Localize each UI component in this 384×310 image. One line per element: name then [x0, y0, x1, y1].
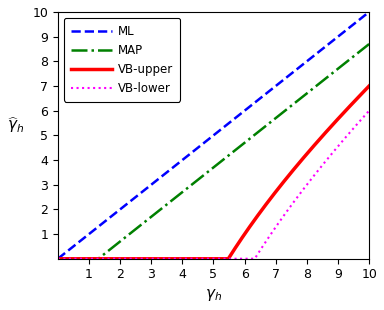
VB-upper — [311, 144, 316, 148]
Line: MAP: MAP — [58, 44, 369, 259]
ML — [288, 73, 292, 77]
VB-lower — [174, 257, 179, 261]
ML — [56, 257, 60, 261]
VB-upper — [288, 172, 292, 176]
VB-upper — [258, 210, 263, 214]
VB-lower — [258, 248, 263, 252]
MAP — [367, 42, 371, 46]
VB-lower — [242, 257, 247, 261]
VB-lower — [56, 257, 60, 261]
Line: ML: ML — [58, 12, 369, 259]
ML — [258, 96, 263, 100]
Line: VB-upper: VB-upper — [58, 86, 369, 259]
Legend: ML, MAP, VB-upper, VB-lower: ML, MAP, VB-upper, VB-lower — [64, 18, 180, 102]
VB-lower — [288, 205, 292, 209]
MAP — [242, 141, 247, 145]
MAP — [288, 105, 292, 108]
Line: VB-lower: VB-lower — [58, 111, 369, 259]
ML — [174, 162, 179, 166]
ML — [367, 10, 371, 14]
X-axis label: $\gamma_h$: $\gamma_h$ — [205, 287, 222, 303]
VB-upper — [367, 84, 371, 88]
VB-upper — [112, 257, 117, 261]
ML — [311, 54, 316, 58]
VB-upper — [56, 257, 60, 261]
ML — [242, 109, 247, 113]
MAP — [311, 86, 316, 90]
Y-axis label: $\widehat{\gamma}_h$: $\widehat{\gamma}_h$ — [7, 115, 24, 135]
MAP — [174, 195, 179, 198]
MAP — [258, 128, 263, 132]
VB-lower — [367, 109, 371, 113]
VB-lower — [112, 257, 117, 261]
ML — [112, 212, 117, 216]
MAP — [56, 257, 60, 261]
VB-upper — [174, 257, 179, 261]
MAP — [112, 244, 117, 248]
VB-lower — [311, 174, 316, 178]
VB-upper — [242, 232, 247, 236]
